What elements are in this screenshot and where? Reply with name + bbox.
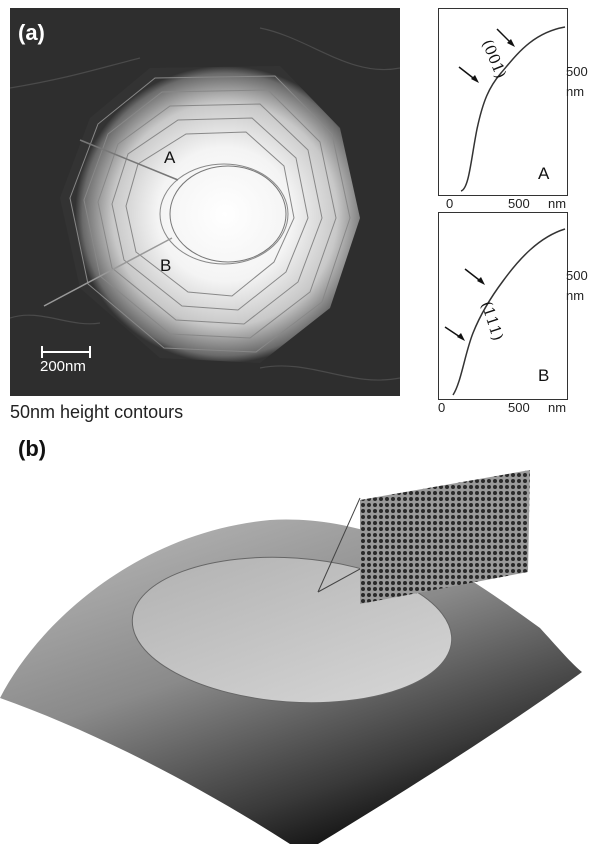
profile-b-curve xyxy=(444,228,566,396)
profile-b-x-tick-0: 0 xyxy=(438,400,446,415)
profile-b-x-unit: nm xyxy=(548,400,567,415)
scale-bar-label: 200nm xyxy=(40,358,86,375)
contour-caption: 50nm height contours xyxy=(10,402,184,422)
profile-b-y-unit: nm xyxy=(566,288,585,303)
profile-a-label: A xyxy=(538,164,550,183)
profile-a-x-tick-500: 500 xyxy=(508,196,530,211)
profile-b-y-tick: 500 xyxy=(566,268,588,283)
profile-a-y-tick: 500 xyxy=(566,64,588,79)
profile-a-x-tick-0: 0 xyxy=(446,196,454,211)
profile-a-plot xyxy=(438,8,568,196)
profile-a-curve xyxy=(458,26,566,192)
line-label-b: B xyxy=(160,256,172,275)
panel-b-label: (b) xyxy=(18,436,47,461)
profile-b-plot xyxy=(438,212,568,400)
profile-a-y-unit: nm xyxy=(566,84,585,99)
profile-b-x-tick-500: 500 xyxy=(508,400,530,415)
panel-a-label: (a) xyxy=(18,20,45,45)
line-label-a: A xyxy=(164,148,176,167)
surface-3d-image xyxy=(0,470,582,844)
profile-a-x-unit: nm xyxy=(548,196,567,211)
contour-map-image xyxy=(10,8,400,396)
profile-b-label: B xyxy=(538,366,550,385)
